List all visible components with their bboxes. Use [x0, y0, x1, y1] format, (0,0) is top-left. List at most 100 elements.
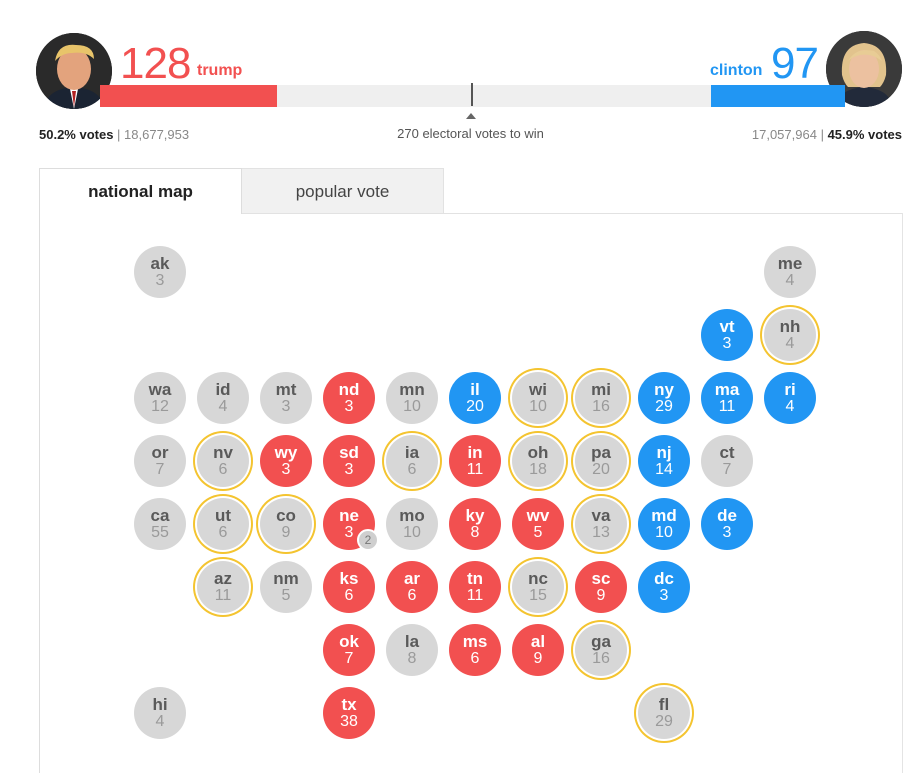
state-in[interactable]: in 11: [449, 435, 501, 487]
state-ny[interactable]: ny 29: [638, 372, 690, 424]
state-al[interactable]: al 9: [512, 624, 564, 676]
state-ne[interactable]: ne 3 2: [323, 498, 379, 551]
state-oh[interactable]: oh 18: [512, 435, 564, 487]
state-electoral-votes: 11: [718, 398, 736, 415]
state-electoral-votes: 3: [155, 272, 165, 289]
state-abbr: ia: [404, 443, 420, 462]
state-electoral-votes: 3: [344, 398, 354, 415]
state-electoral-votes: 11: [214, 587, 232, 604]
state-ar[interactable]: ar 6: [386, 561, 438, 613]
state-wi[interactable]: wi 10: [512, 372, 564, 424]
state-electoral-votes: 8: [407, 650, 417, 667]
state-pa[interactable]: pa 20: [575, 435, 627, 487]
state-me[interactable]: me 4: [764, 246, 816, 298]
state-ia[interactable]: ia 6: [386, 435, 438, 487]
state-electoral-votes: 5: [281, 587, 291, 604]
state-electoral-votes: 38: [340, 713, 358, 730]
state-abbr: in: [467, 443, 483, 462]
state-nv[interactable]: nv 6: [197, 435, 249, 487]
state-electoral-votes: 4: [218, 398, 228, 415]
state-ms[interactable]: ms 6: [449, 624, 501, 676]
state-electoral-votes: 6: [470, 650, 480, 667]
state-electoral-votes: 10: [403, 524, 421, 541]
state-or[interactable]: or 7: [134, 435, 186, 487]
district-badge[interactable]: 2: [357, 529, 379, 551]
state-electoral-votes: 11: [466, 587, 484, 604]
state-electoral-votes: 8: [470, 524, 480, 541]
state-mt[interactable]: mt 3: [260, 372, 312, 424]
state-nj[interactable]: nj 14: [638, 435, 690, 487]
state-de[interactable]: de 3: [701, 498, 753, 550]
state-md[interactable]: md 10: [638, 498, 690, 550]
clinton-name: clinton: [710, 62, 763, 79]
state-vt[interactable]: vt 3: [701, 309, 753, 361]
clinton-vote-pct: 45.9% votes: [827, 127, 902, 142]
state-ma[interactable]: ma 11: [701, 372, 753, 424]
view-tabs: national map popular vote: [39, 168, 903, 214]
state-nm[interactable]: nm 5: [260, 561, 312, 613]
tab-national-map[interactable]: national map: [39, 168, 242, 214]
state-ut[interactable]: ut 6: [197, 498, 249, 550]
state-electoral-votes: 3: [281, 398, 291, 415]
state-abbr: al: [530, 632, 546, 651]
state-id[interactable]: id 4: [197, 372, 249, 424]
state-abbr: va: [591, 506, 611, 525]
state-electoral-votes: 9: [533, 650, 543, 667]
state-ks[interactable]: ks 6: [323, 561, 375, 613]
state-fl[interactable]: fl 29: [638, 687, 690, 739]
state-ri[interactable]: ri 4: [764, 372, 816, 424]
state-abbr: ri: [784, 380, 796, 399]
state-tx[interactable]: tx 38: [323, 687, 375, 739]
state-abbr: ks: [339, 569, 359, 588]
state-mi[interactable]: mi 16: [575, 372, 627, 424]
state-ct[interactable]: ct 7: [701, 435, 753, 487]
state-abbr: me: [777, 254, 803, 273]
state-wa[interactable]: wa 12: [134, 372, 186, 424]
state-dc[interactable]: dc 3: [638, 561, 690, 613]
state-co[interactable]: co 9: [260, 498, 312, 550]
state-ok[interactable]: ok 7: [323, 624, 375, 676]
state-abbr: wa: [148, 380, 172, 399]
tab-popular-vote[interactable]: popular vote: [242, 168, 444, 214]
state-abbr: hi: [152, 695, 168, 714]
clinton-progress-fill: [710, 85, 845, 107]
clinton-electoral-count: 97: [771, 39, 819, 88]
state-ak[interactable]: ak 3: [134, 246, 186, 298]
state-az[interactable]: az 11: [197, 561, 249, 613]
state-sd[interactable]: sd 3: [323, 435, 375, 487]
state-il[interactable]: il 20: [449, 372, 501, 424]
state-hi[interactable]: hi 4: [134, 687, 186, 739]
state-abbr: sd: [339, 443, 359, 462]
state-electoral-votes: 29: [655, 713, 673, 730]
state-mo[interactable]: mo 10: [386, 498, 438, 550]
state-abbr: nd: [338, 380, 360, 399]
state-nh[interactable]: nh 4: [764, 309, 816, 361]
state-nd[interactable]: nd 3: [323, 372, 375, 424]
state-mn[interactable]: mn 10: [386, 372, 438, 424]
state-abbr: co: [276, 506, 296, 525]
state-sc[interactable]: sc 9: [575, 561, 627, 613]
state-electoral-votes: 3: [659, 587, 669, 604]
state-va[interactable]: va 13: [575, 498, 627, 550]
state-abbr: ma: [714, 380, 740, 399]
state-tn[interactable]: tn 11: [449, 561, 501, 613]
tabs-divider: [242, 213, 903, 214]
win-threshold-label: 270 electoral votes to win: [397, 126, 544, 141]
state-abbr: wi: [529, 380, 547, 399]
state-abbr: mo: [399, 506, 425, 525]
state-ga[interactable]: ga 16: [575, 624, 627, 676]
trump-electoral-count: 128: [120, 39, 191, 88]
state-abbr: vt: [719, 317, 735, 336]
state-la[interactable]: la 8: [386, 624, 438, 676]
state-abbr: mt: [275, 380, 297, 399]
state-ca[interactable]: ca 55: [134, 498, 186, 550]
state-wy[interactable]: wy 3: [260, 435, 312, 487]
state-electoral-votes: 10: [655, 524, 673, 541]
state-wv[interactable]: wv 5: [512, 498, 564, 550]
clinton-popular-vote: 17,057,964 | 45.9% votes: [751, 127, 902, 142]
state-nc[interactable]: nc 15: [512, 561, 564, 613]
state-electoral-votes: 9: [281, 524, 291, 541]
clinton-vote-count: 17,057,964: [751, 127, 817, 142]
state-electoral-votes: 3: [344, 524, 354, 541]
state-ky[interactable]: ky 8: [449, 498, 501, 550]
